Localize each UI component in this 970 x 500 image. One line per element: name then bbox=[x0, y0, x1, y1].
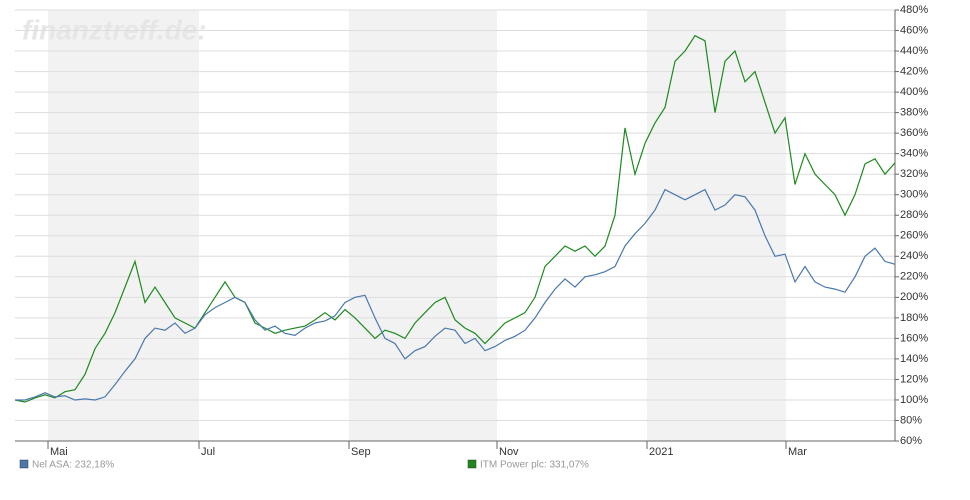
y-tick-label: 160% bbox=[900, 332, 928, 344]
y-tick-label: 80% bbox=[900, 414, 922, 426]
y-tick-label: 340% bbox=[900, 148, 928, 160]
x-tick-label: Mar bbox=[788, 446, 807, 458]
legend-label: Nel ASA: 232,18% bbox=[32, 460, 114, 471]
y-tick-label: 280% bbox=[900, 209, 928, 221]
watermark: finanztreff.de: bbox=[22, 14, 207, 45]
y-tick-label: 320% bbox=[900, 168, 928, 180]
y-tick-label: 460% bbox=[900, 24, 928, 36]
x-tick-label: Sep bbox=[351, 446, 371, 458]
series-line bbox=[15, 188, 896, 401]
y-tick-label: 480% bbox=[900, 4, 928, 16]
y-tick-label: 380% bbox=[900, 107, 928, 119]
y-tick-label: 420% bbox=[900, 65, 928, 77]
y-tick-label: 440% bbox=[900, 45, 928, 57]
y-tick-label: 240% bbox=[900, 250, 928, 262]
y-tick-label: 180% bbox=[900, 312, 928, 324]
y-tick-label: 260% bbox=[900, 230, 928, 242]
y-tick-label: 60% bbox=[900, 435, 922, 447]
legend-swatch bbox=[467, 459, 477, 469]
y-tick-label: 360% bbox=[900, 127, 928, 139]
y-tick-label: 140% bbox=[900, 353, 928, 365]
x-tick-label: Nov bbox=[499, 446, 519, 458]
y-tick-label: 220% bbox=[900, 271, 928, 283]
y-tick-label: 200% bbox=[900, 291, 928, 303]
y-tick-label: 300% bbox=[900, 189, 928, 201]
y-tick-label: 400% bbox=[900, 86, 928, 98]
month-band bbox=[48, 10, 199, 441]
series-line bbox=[14, 34, 896, 403]
y-tick-label: 120% bbox=[900, 373, 928, 385]
x-tick-label: Mai bbox=[50, 446, 68, 458]
legend-label: ITM Power plc: 331,07% bbox=[480, 460, 589, 471]
month-band bbox=[349, 10, 497, 441]
x-tick-label: Jul bbox=[201, 446, 215, 458]
y-tick-label: 100% bbox=[900, 394, 928, 406]
month-band bbox=[647, 10, 786, 441]
legend-swatch bbox=[19, 459, 29, 469]
x-tick-label: 2021 bbox=[649, 446, 673, 458]
